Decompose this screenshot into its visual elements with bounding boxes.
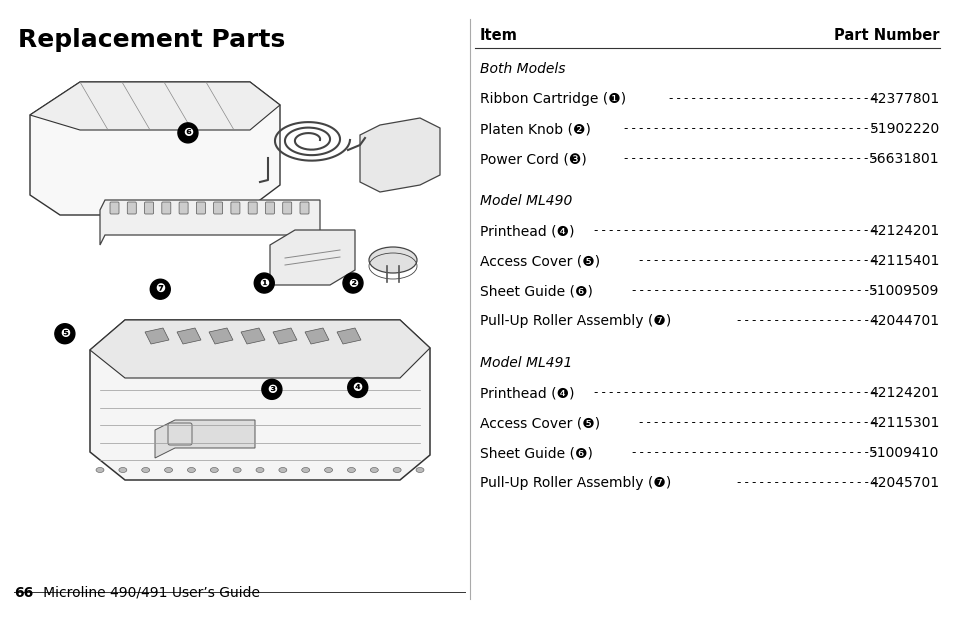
Text: 51009509: 51009509 bbox=[868, 284, 939, 298]
Ellipse shape bbox=[233, 467, 241, 473]
Circle shape bbox=[254, 273, 274, 293]
Ellipse shape bbox=[393, 467, 400, 473]
Text: 42124201: 42124201 bbox=[868, 386, 939, 400]
FancyBboxPatch shape bbox=[213, 202, 222, 214]
Polygon shape bbox=[100, 200, 319, 245]
Text: Printhead (❹): Printhead (❹) bbox=[479, 386, 574, 400]
Text: Sheet Guide (❻): Sheet Guide (❻) bbox=[479, 284, 592, 298]
Ellipse shape bbox=[301, 467, 310, 473]
Ellipse shape bbox=[278, 467, 287, 473]
Text: ❼: ❼ bbox=[155, 282, 165, 296]
Text: 42044701: 42044701 bbox=[868, 314, 939, 328]
Circle shape bbox=[151, 279, 170, 299]
Text: Item: Item bbox=[479, 28, 517, 43]
FancyBboxPatch shape bbox=[248, 202, 257, 214]
Ellipse shape bbox=[210, 467, 218, 473]
Circle shape bbox=[348, 378, 367, 397]
Text: Both Models: Both Models bbox=[479, 62, 565, 76]
Polygon shape bbox=[270, 230, 355, 285]
Ellipse shape bbox=[369, 247, 416, 273]
Text: Part Number: Part Number bbox=[833, 28, 939, 43]
Circle shape bbox=[262, 379, 281, 399]
Text: Ribbon Cartridge (❶): Ribbon Cartridge (❶) bbox=[479, 92, 625, 106]
Ellipse shape bbox=[324, 467, 333, 473]
Text: ---------------------------------: --------------------------------- bbox=[622, 284, 877, 297]
Text: 42045701: 42045701 bbox=[868, 476, 939, 490]
FancyBboxPatch shape bbox=[299, 202, 309, 214]
FancyBboxPatch shape bbox=[145, 202, 153, 214]
Text: -------------------: ------------------- bbox=[727, 314, 877, 327]
Polygon shape bbox=[336, 328, 360, 344]
FancyBboxPatch shape bbox=[127, 202, 136, 214]
Ellipse shape bbox=[370, 467, 378, 473]
Text: ❺: ❺ bbox=[60, 327, 70, 341]
FancyBboxPatch shape bbox=[162, 202, 171, 214]
Text: --------------------------------: -------------------------------- bbox=[630, 416, 877, 429]
Text: Pull-Up Roller Assembly (❼): Pull-Up Roller Assembly (❼) bbox=[479, 476, 670, 490]
Polygon shape bbox=[177, 328, 201, 344]
Polygon shape bbox=[90, 320, 430, 378]
Polygon shape bbox=[30, 82, 280, 130]
Text: 56631801: 56631801 bbox=[868, 152, 939, 166]
Text: 42124201: 42124201 bbox=[868, 224, 939, 238]
FancyBboxPatch shape bbox=[231, 202, 239, 214]
Text: ----------------------------------: ---------------------------------- bbox=[615, 152, 877, 165]
Text: ❻: ❻ bbox=[183, 126, 193, 140]
Text: Sheet Guide (❻): Sheet Guide (❻) bbox=[479, 446, 592, 460]
Text: Model ML491: Model ML491 bbox=[479, 356, 572, 370]
Text: Access Cover (❺): Access Cover (❺) bbox=[479, 254, 599, 268]
FancyBboxPatch shape bbox=[282, 202, 292, 214]
Polygon shape bbox=[90, 320, 430, 480]
Polygon shape bbox=[154, 420, 254, 458]
Text: Power Cord (❸): Power Cord (❸) bbox=[479, 152, 586, 166]
Text: --------------------------------------: -------------------------------------- bbox=[584, 386, 877, 399]
FancyBboxPatch shape bbox=[265, 202, 274, 214]
Text: ❷: ❷ bbox=[348, 276, 357, 290]
Ellipse shape bbox=[119, 467, 127, 473]
Circle shape bbox=[343, 273, 362, 293]
Text: 42115401: 42115401 bbox=[868, 254, 939, 268]
Text: Microline 490/491 User’s Guide: Microline 490/491 User’s Guide bbox=[30, 586, 260, 600]
Text: Access Cover (❺): Access Cover (❺) bbox=[479, 416, 599, 430]
FancyBboxPatch shape bbox=[110, 202, 119, 214]
Text: ❸: ❸ bbox=[267, 383, 276, 396]
Circle shape bbox=[55, 324, 74, 344]
Text: 51009410: 51009410 bbox=[868, 446, 939, 460]
Circle shape bbox=[178, 123, 197, 143]
Text: Printhead (❹): Printhead (❹) bbox=[479, 224, 574, 238]
Text: -------------------: ------------------- bbox=[727, 476, 877, 489]
Polygon shape bbox=[359, 118, 439, 192]
Ellipse shape bbox=[255, 467, 264, 473]
Text: ---------------------------------: --------------------------------- bbox=[622, 446, 877, 459]
Text: 66: 66 bbox=[14, 586, 33, 600]
Text: Platen Knob (❷): Platen Knob (❷) bbox=[479, 122, 590, 136]
Polygon shape bbox=[305, 328, 329, 344]
Text: Pull-Up Roller Assembly (❼): Pull-Up Roller Assembly (❼) bbox=[479, 314, 670, 328]
Polygon shape bbox=[145, 328, 169, 344]
Polygon shape bbox=[209, 328, 233, 344]
Text: --------------------------------------: -------------------------------------- bbox=[584, 224, 877, 237]
Text: 42115301: 42115301 bbox=[868, 416, 939, 430]
Text: ❹: ❹ bbox=[353, 381, 362, 394]
Ellipse shape bbox=[416, 467, 423, 473]
Text: ❶: ❶ bbox=[259, 276, 269, 290]
Text: ----------------------------------: ---------------------------------- bbox=[615, 122, 877, 135]
Ellipse shape bbox=[142, 467, 150, 473]
Ellipse shape bbox=[96, 467, 104, 473]
Ellipse shape bbox=[165, 467, 172, 473]
Text: ----------------------------: ---------------------------- bbox=[659, 92, 877, 105]
Polygon shape bbox=[241, 328, 265, 344]
Ellipse shape bbox=[347, 467, 355, 473]
Text: --------------------------------: -------------------------------- bbox=[630, 254, 877, 267]
Text: Replacement Parts: Replacement Parts bbox=[18, 28, 285, 52]
Polygon shape bbox=[30, 82, 280, 215]
Ellipse shape bbox=[187, 467, 195, 473]
FancyBboxPatch shape bbox=[179, 202, 188, 214]
Text: 42377801: 42377801 bbox=[868, 92, 939, 106]
FancyBboxPatch shape bbox=[196, 202, 205, 214]
Polygon shape bbox=[273, 328, 296, 344]
Text: 51902220: 51902220 bbox=[868, 122, 939, 136]
Text: Model ML490: Model ML490 bbox=[479, 194, 572, 208]
